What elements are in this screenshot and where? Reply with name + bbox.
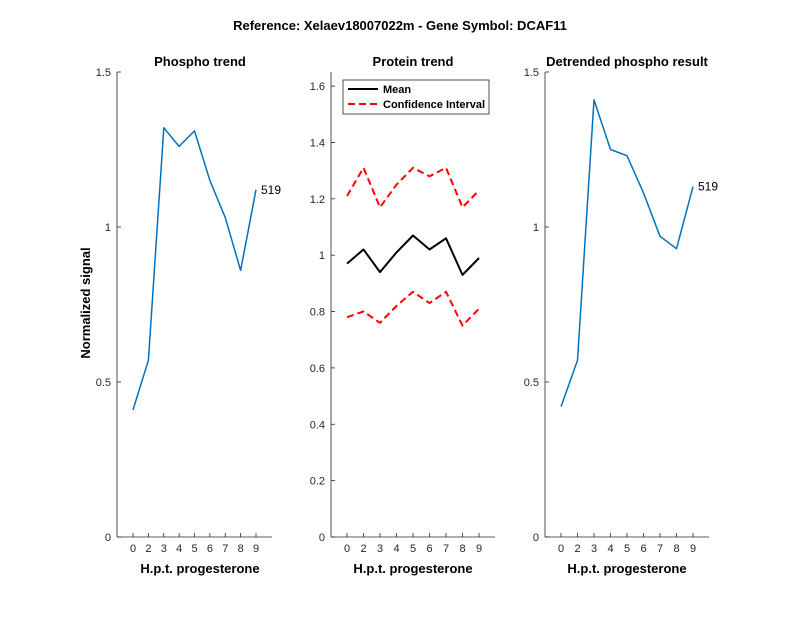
y-axis-label: Normalized signal: [78, 247, 93, 358]
y-tick-label: 1.6: [310, 81, 325, 93]
x-tick-label: 5: [624, 543, 630, 555]
x-tick-label: 2: [574, 543, 580, 555]
y-tick-label: 0.2: [310, 476, 325, 488]
x-tick-label: 3: [161, 543, 167, 555]
y-tick-label: 1.4: [310, 137, 325, 149]
x-tick-label: 3: [377, 543, 383, 555]
figure-title: Reference: Xelaev18007022m - Gene Symbol…: [233, 18, 567, 33]
x-tick-label: 0: [130, 543, 136, 555]
y-tick-label: 1.5: [524, 67, 539, 79]
y-tick-label: 1.2: [310, 194, 325, 206]
x-tick-label: 9: [690, 543, 696, 555]
x-tick-label: 8: [238, 543, 244, 555]
phospho-trend-chart: Phospho trend H.p.t. progesterone Normal…: [78, 54, 281, 576]
x-axis-label: H.p.t. progesterone: [567, 561, 686, 576]
series-line-ci-lower: [346, 290, 480, 327]
y-tick-label: 0.8: [310, 307, 325, 319]
y-tick-label: 1: [319, 250, 325, 262]
series-line-phospho: [132, 127, 257, 411]
y-tick-label: 0: [319, 532, 325, 544]
detrended-phospho-chart: Detrended phospho result H.p.t. progeste…: [524, 54, 719, 576]
x-tick-label: 7: [222, 543, 228, 555]
x-tick-label: 8: [673, 543, 679, 555]
chart-title: Phospho trend: [154, 54, 246, 69]
x-axis-label: H.p.t. progesterone: [140, 561, 259, 576]
x-tick-label: 6: [426, 543, 432, 555]
y-tick-label: 0.4: [310, 419, 325, 431]
y-tick-label: 0.5: [524, 377, 539, 389]
y-tick-label: 0: [533, 532, 539, 544]
x-tick-label: 9: [476, 543, 482, 555]
x-tick-label: 8: [459, 543, 465, 555]
legend-box: [342, 79, 490, 115]
y-tick-label: 0.5: [96, 377, 111, 389]
x-tick-label: 0: [558, 543, 564, 555]
x-tick-label: 9: [253, 543, 259, 555]
legend-ci-label: Confidence Interval: [383, 99, 485, 111]
data-annotation: 519: [261, 183, 281, 197]
x-tick-label: 5: [410, 543, 416, 555]
chart-title: Detrended phospho result: [546, 54, 708, 69]
x-tick-label: 7: [657, 543, 663, 555]
x-tick-label: 7: [443, 543, 449, 555]
series-line-phospho: [560, 99, 694, 408]
x-tick-label: 2: [145, 543, 151, 555]
chart-title: Protein trend: [373, 54, 454, 69]
y-tick-label: 1.5: [96, 67, 111, 79]
legend-mean-label: Mean: [383, 84, 411, 96]
y-tick-label: 1: [533, 222, 539, 234]
x-axis-label: H.p.t. progesterone: [353, 561, 472, 576]
x-tick-label: 5: [191, 543, 197, 555]
x-tick-label: 0: [344, 543, 350, 555]
y-tick-label: 1: [105, 222, 111, 234]
series-line-mean: [346, 234, 480, 276]
x-tick-label: 4: [393, 543, 399, 555]
x-tick-label: 2: [360, 543, 366, 555]
x-tick-label: 3: [591, 543, 597, 555]
x-tick-label: 4: [176, 543, 182, 555]
legend: Mean Confidence Interval: [342, 79, 490, 115]
y-tick-label: 0.6: [310, 363, 325, 375]
data-annotation: 519: [698, 180, 718, 194]
x-tick-label: 6: [207, 543, 213, 555]
series-line-confidence-interval: [346, 166, 480, 209]
x-tick-label: 4: [607, 543, 613, 555]
x-tick-label: 6: [640, 543, 646, 555]
y-tick-label: 0: [105, 532, 111, 544]
protein-trend-chart: Protein trend H.p.t. progesterone Mean C…: [310, 54, 495, 576]
